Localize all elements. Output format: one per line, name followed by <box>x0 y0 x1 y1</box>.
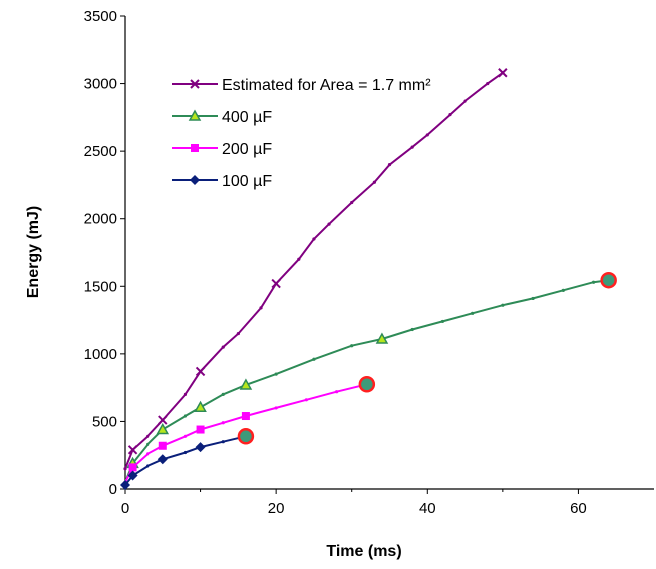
series-point-1 <box>471 311 475 315</box>
series-point-2 <box>146 452 150 456</box>
series-point-1 <box>591 280 596 284</box>
series-point-0 <box>312 237 316 241</box>
series-point-0 <box>372 180 376 184</box>
series-marker-0 <box>158 415 168 425</box>
series-marker-3 <box>120 479 130 490</box>
legend-label: 100 µF <box>222 173 272 190</box>
x-axis-title: Time (ms) <box>326 543 401 560</box>
series-point-2 <box>274 406 278 410</box>
series-0 <box>123 68 508 471</box>
series-point-0 <box>425 133 429 137</box>
y-tick-label: 2000 <box>84 211 117 228</box>
series-2 <box>123 376 376 484</box>
series-end-point-1 <box>600 271 617 289</box>
legend-entry-3: 100 µF <box>172 173 272 190</box>
series-point-0 <box>183 392 188 396</box>
series-point-0 <box>221 345 225 349</box>
legend-marker <box>188 109 202 121</box>
y-tick-label: 0 <box>109 481 117 498</box>
series-point-0 <box>410 145 414 149</box>
series-marker-2 <box>128 463 137 472</box>
series-marker-3 <box>127 470 138 481</box>
series-point-1 <box>221 392 225 396</box>
y-tick-label: 2500 <box>84 143 117 160</box>
series-point-0 <box>448 113 452 117</box>
series-point-0 <box>486 81 490 86</box>
tick-labels: 0 500 1000 1500 2000 2500 3000 3500 0 20 40 60 <box>84 8 587 517</box>
series-point-1 <box>531 296 535 301</box>
series-point-3 <box>146 464 150 468</box>
legend-label: 200 µF <box>222 141 272 158</box>
series-point-1 <box>501 303 505 307</box>
series-line-3 <box>124 435 247 486</box>
series-end-point-2 <box>358 376 376 393</box>
series-marker-0 <box>195 366 206 377</box>
series-marker-0 <box>271 278 281 289</box>
series-point-0 <box>146 434 150 438</box>
series-point-1 <box>440 319 444 324</box>
y-tick-label: 1500 <box>84 278 117 295</box>
series-marker-1 <box>194 400 207 412</box>
series-marker-0 <box>127 445 138 455</box>
series-marker-2 <box>158 441 167 450</box>
series-marker-1 <box>375 332 389 344</box>
series-point-1 <box>312 357 316 361</box>
y-tick-label: 1000 <box>84 346 117 363</box>
series-point-1 <box>146 442 150 447</box>
series-point-0 <box>297 257 301 261</box>
x-tick-label: 60 <box>570 500 587 517</box>
series-end-point-3 <box>237 428 255 445</box>
x-tick-label: 0 <box>121 500 129 517</box>
series-line-1 <box>124 279 609 483</box>
series-point-2 <box>304 398 308 402</box>
series-point-0 <box>123 467 127 471</box>
series-point-0 <box>350 200 354 205</box>
legend-entry-2: 200 µF <box>172 141 272 158</box>
series-layer <box>120 68 617 490</box>
legend: Estimated for Area = 1.7 mm² 400 µF 200 µF… <box>172 77 431 190</box>
x-tick-label: 20 <box>268 500 285 517</box>
legend-entry-1: 400 µF <box>172 109 272 126</box>
axes <box>120 15 654 494</box>
series-marker-2 <box>196 425 205 434</box>
legend-marker <box>190 175 200 185</box>
legend-marker <box>190 79 200 89</box>
series-point-1 <box>410 327 414 332</box>
series-marker-2 <box>241 412 250 421</box>
y-tick-label: 500 <box>92 413 117 430</box>
series-point-0 <box>387 163 392 167</box>
series-line-0 <box>124 71 504 470</box>
series-marker-1 <box>239 378 253 390</box>
legend-marker <box>191 144 199 152</box>
series-marker-3 <box>157 454 168 465</box>
series-point-1 <box>274 372 278 376</box>
y-tick-label: 3000 <box>84 76 117 93</box>
series-marker-1 <box>156 422 170 435</box>
series-point-2 <box>335 390 339 394</box>
series-point-2 <box>183 434 188 438</box>
series-point-3 <box>183 450 188 455</box>
x-tick-label: 40 <box>419 500 436 517</box>
series-point-0 <box>327 222 331 226</box>
series-point-0 <box>259 306 263 310</box>
y-axis-title: Energy (mJ) <box>25 206 42 298</box>
series-point-0 <box>463 99 467 103</box>
series-point-3 <box>221 440 225 444</box>
series-point-0 <box>236 331 240 336</box>
series-point-1 <box>350 344 354 348</box>
legend-label: Estimated for Area = 1.7 mm² <box>222 77 431 94</box>
series-marker-0 <box>498 68 508 78</box>
legend-entry-0: Estimated for Area = 1.7 mm² <box>172 77 431 94</box>
series-point-2 <box>221 421 225 425</box>
series-marker-3 <box>195 442 206 453</box>
series-line-2 <box>124 383 368 483</box>
series-3 <box>120 428 255 490</box>
series-point-1 <box>561 288 565 292</box>
legend-label: 400 µF <box>222 109 272 126</box>
y-tick-label: 3500 <box>84 8 117 25</box>
series-point-1 <box>183 414 188 418</box>
